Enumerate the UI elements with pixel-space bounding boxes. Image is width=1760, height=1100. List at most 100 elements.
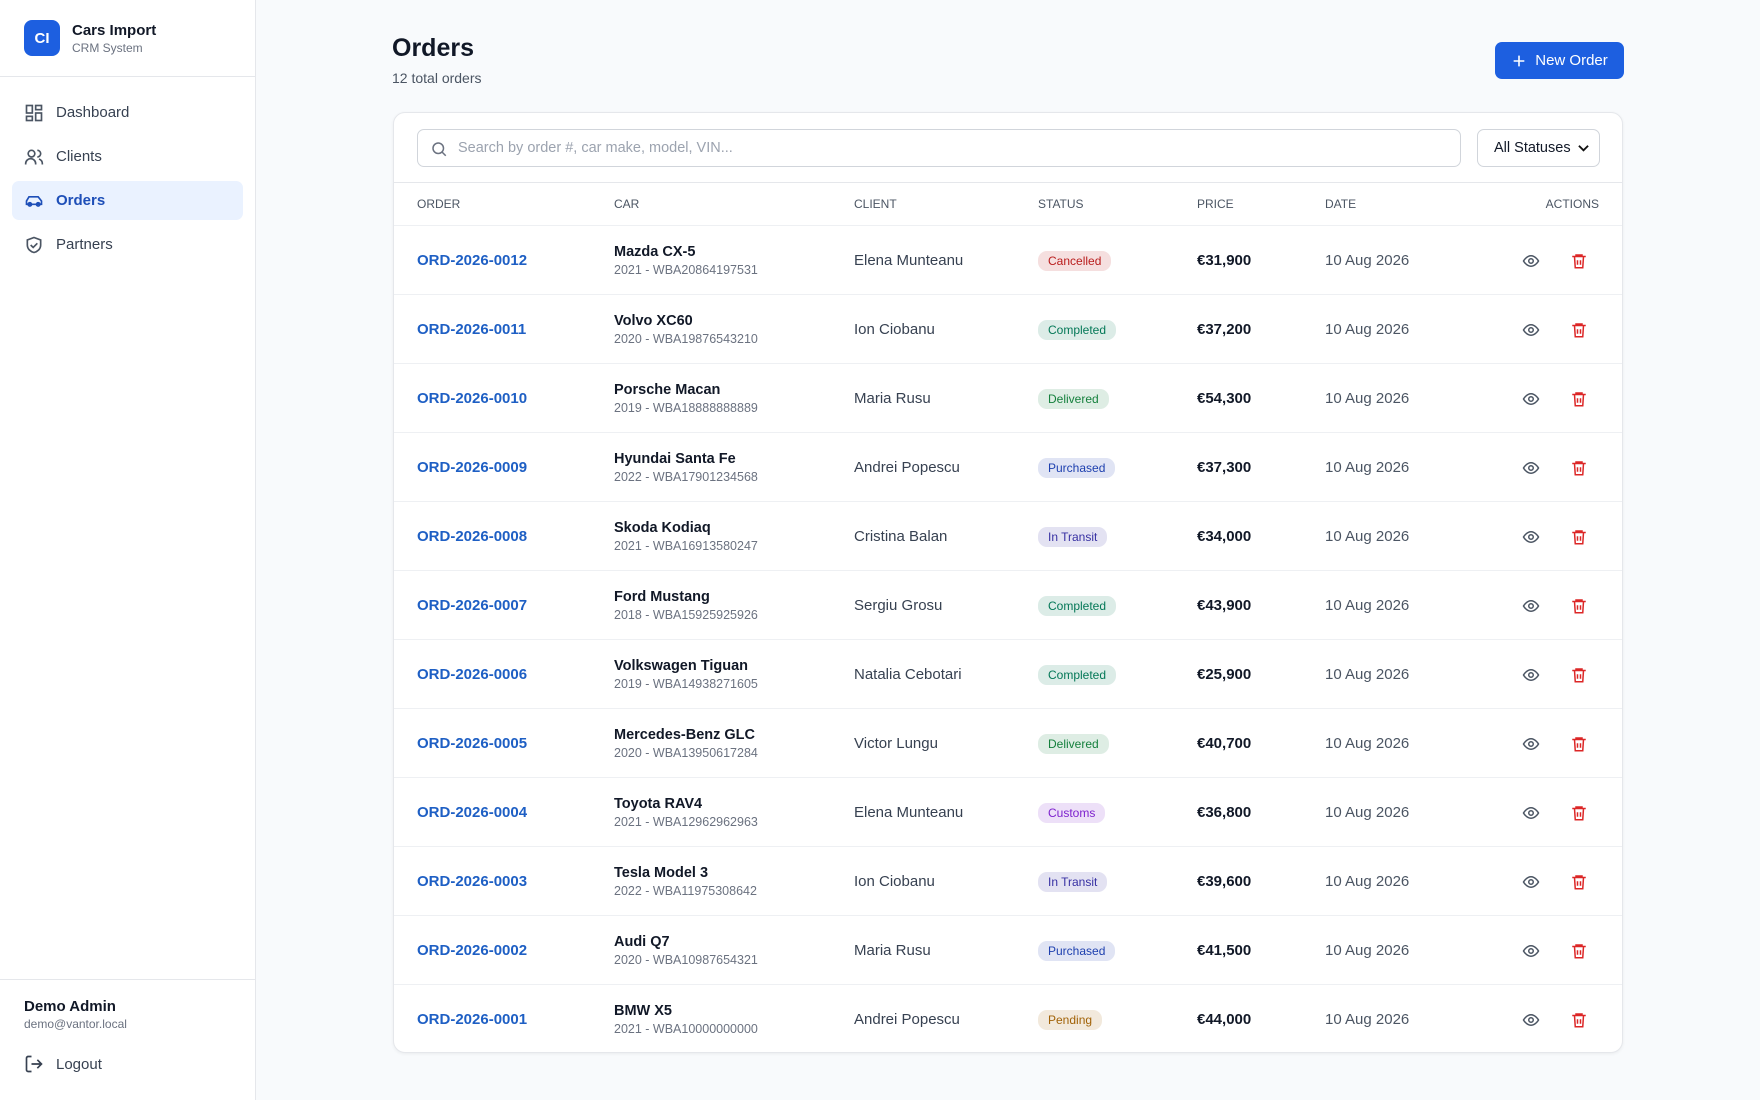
date-cell: 10 Aug 2026 (1325, 985, 1409, 1054)
order-link[interactable]: ORD-2026-0006 (417, 666, 528, 683)
car-details: 2021 - WBA10000000000 (614, 1022, 758, 1036)
view-action[interactable] (1522, 985, 1540, 1054)
order-cell: ORD-2026-0002 (417, 916, 527, 985)
order-cell: ORD-2026-0010 (417, 364, 527, 433)
date-cell: 10 Aug 2026 (1325, 433, 1409, 502)
view-action[interactable] (1522, 778, 1540, 847)
view-action[interactable] (1522, 847, 1540, 916)
nav-label: Partners (56, 236, 113, 253)
price-cell: €39,600 (1197, 847, 1251, 916)
view-action[interactable] (1522, 709, 1540, 778)
car-name: Volvo XC60 (614, 313, 693, 329)
delete-action[interactable] (1570, 709, 1588, 778)
delete-icon (1572, 529, 1586, 544)
table-row: ORD-2026-0010 Porsche Macan 2019 - WBA1888… (394, 363, 1622, 432)
nav-icon (24, 149, 44, 165)
view-action[interactable] (1522, 226, 1540, 295)
sidebar: CI Cars Import CRM System Dashboard Clien… (0, 0, 256, 1100)
client-name: Cristina Balan (854, 528, 948, 545)
delete-action[interactable] (1570, 364, 1588, 433)
client-name: Maria Rusu (854, 390, 931, 407)
new-order-button[interactable]: New Order (1495, 42, 1624, 79)
delete-action[interactable] (1570, 571, 1588, 640)
nav-item[interactable]: Partners (12, 225, 243, 264)
status-select[interactable]: All Statuses (1477, 129, 1600, 167)
price-cell: €54,300 (1197, 364, 1251, 433)
view-action[interactable] (1522, 502, 1540, 571)
price-cell: €40,700 (1197, 709, 1251, 778)
delete-action[interactable] (1570, 226, 1588, 295)
search-input[interactable]: Search by order #, car make, model, VIN.… (417, 129, 1461, 167)
car-details: 2018 - WBA15925925926 (614, 608, 758, 622)
view-action[interactable] (1522, 640, 1540, 709)
delete-action[interactable] (1570, 502, 1588, 571)
price: €39,600 (1197, 873, 1252, 890)
order-link[interactable]: ORD-2026-0008 (417, 528, 528, 545)
order-link[interactable]: ORD-2026-0009 (417, 459, 528, 476)
date-cell: 10 Aug 2026 (1325, 916, 1409, 985)
view-icon (1522, 599, 1540, 612)
delete-action[interactable] (1570, 916, 1588, 985)
delete-action[interactable] (1570, 433, 1588, 502)
order-link[interactable]: ORD-2026-0010 (417, 390, 528, 407)
view-action[interactable] (1522, 295, 1540, 364)
order-link[interactable]: ORD-2026-0002 (417, 942, 528, 959)
date: 10 Aug 2026 (1325, 873, 1410, 890)
order-link[interactable]: ORD-2026-0007 (417, 597, 528, 614)
order-link[interactable]: ORD-2026-0004 (417, 804, 528, 821)
view-action[interactable] (1522, 571, 1540, 640)
date-cell: 10 Aug 2026 (1325, 295, 1409, 364)
status-cell: Cancelled (1038, 226, 1112, 295)
date: 10 Aug 2026 (1325, 390, 1410, 407)
delete-action[interactable] (1570, 778, 1588, 847)
delete-icon (1572, 253, 1586, 268)
order-link[interactable]: ORD-2026-0005 (417, 735, 528, 752)
view-icon (1522, 806, 1540, 819)
divider (0, 76, 255, 77)
table-row: ORD-2026-0011 Volvo XC60 2020 - WBA1987654… (394, 294, 1622, 363)
nav-item[interactable]: Orders (12, 181, 243, 220)
car-name: Volkswagen Tiguan (614, 658, 749, 674)
price: €37,200 (1197, 321, 1252, 338)
delete-action[interactable] (1570, 847, 1588, 916)
order-link[interactable]: ORD-2026-0012 (417, 252, 528, 269)
price: €44,000 (1197, 1011, 1252, 1028)
client-cell: Sergiu Grosu (854, 571, 942, 640)
button-label: New Order (1535, 52, 1608, 69)
car-name: Hyundai Santa Fe (614, 451, 736, 467)
price-cell: €43,900 (1197, 571, 1251, 640)
date: 10 Aug 2026 (1325, 1011, 1410, 1028)
status-badge: Purchased (1038, 457, 1116, 478)
status-badge: In Transit (1038, 526, 1108, 547)
logout[interactable]: Logout (24, 1053, 102, 1075)
delete-action[interactable] (1570, 640, 1588, 709)
price-cell: €44,000 (1197, 985, 1251, 1054)
delete-action[interactable] (1570, 295, 1588, 364)
view-action[interactable] (1522, 433, 1540, 502)
order-link[interactable]: ORD-2026-0001 (417, 1011, 528, 1028)
view-action[interactable] (1522, 364, 1540, 433)
status-cell: In Transit (1038, 847, 1108, 916)
nav-item[interactable]: Dashboard (12, 93, 243, 132)
delete-icon (1572, 667, 1586, 682)
delete-icon (1572, 322, 1586, 337)
nav-icon (25, 104, 43, 122)
client-cell: Maria Rusu (854, 364, 931, 433)
order-link[interactable]: ORD-2026-0003 (417, 873, 528, 890)
order-link[interactable]: ORD-2026-0011 (417, 321, 527, 338)
brand-subtitle: CRM System (72, 41, 143, 55)
car-details: 2019 - WBA18888888889 (614, 401, 758, 415)
order-cell: ORD-2026-0007 (417, 571, 527, 640)
client-name: Victor Lungu (854, 735, 938, 752)
view-action[interactable] (1522, 916, 1540, 985)
car-cell: Audi Q7 2020 - WBA10987654321 (614, 916, 758, 985)
table-row: ORD-2026-0003 Tesla Model 3 2022 - WBA1197… (394, 846, 1622, 915)
nav-item[interactable]: Clients (12, 137, 243, 176)
car-details: 2021 - WBA20864197531 (614, 263, 758, 277)
car-cell: Mazda CX-5 2021 - WBA20864197531 (614, 226, 758, 295)
status-badge: Purchased (1038, 940, 1116, 961)
delete-action[interactable] (1570, 985, 1588, 1054)
delete-icon (1572, 598, 1586, 613)
car-name: Audi Q7 (614, 934, 670, 950)
